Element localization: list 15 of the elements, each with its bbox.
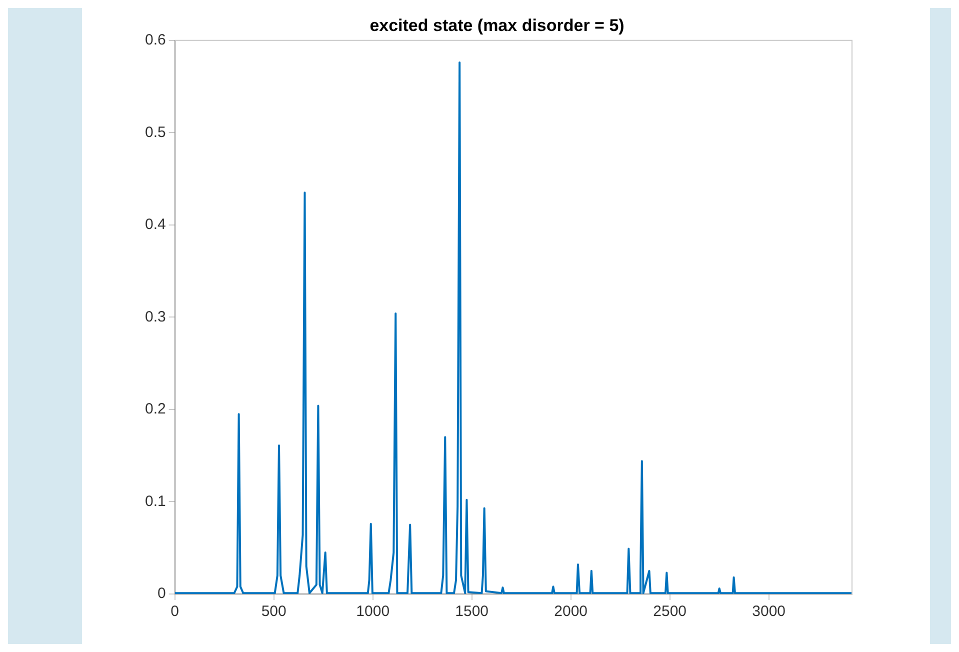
x-tick-label: 500 bbox=[261, 603, 286, 620]
y-tick-label: 0.6 bbox=[144, 32, 166, 49]
y-tick-label: 0.3 bbox=[144, 308, 166, 326]
y-tick-label: 0.1 bbox=[144, 492, 166, 510]
x-tick-label: 2000 bbox=[554, 603, 588, 620]
x-tick-label: 2500 bbox=[653, 603, 687, 620]
y-tick-label: 0.2 bbox=[144, 400, 166, 418]
chart-title: excited state (max disorder = 5) bbox=[370, 16, 624, 35]
y-tick-label: 0 bbox=[158, 585, 166, 602]
x-tick-label: 1000 bbox=[356, 603, 390, 620]
y-tick-label: 0.5 bbox=[144, 124, 166, 141]
x-tick-label: 0 bbox=[170, 603, 180, 620]
x-tick-label: 3000 bbox=[752, 603, 786, 620]
y-tick-label: 0.4 bbox=[144, 216, 166, 234]
x-tick-label: 1500 bbox=[455, 603, 489, 620]
